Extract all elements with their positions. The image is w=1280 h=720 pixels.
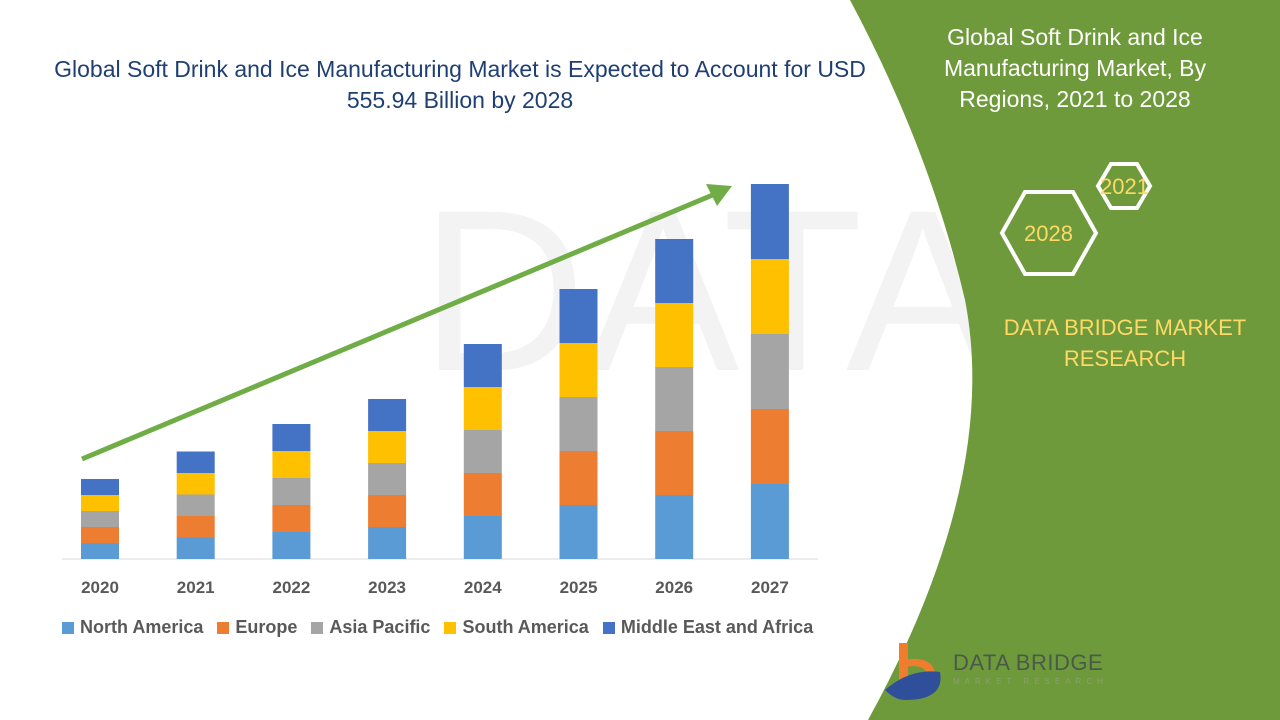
watermark: DATA (420, 162, 999, 419)
legend-label: Asia Pacific (329, 617, 431, 637)
hexagon-2021 (1095, 162, 1153, 210)
legend-item: Europe (217, 617, 297, 638)
bar-segment-2021-north-america (176, 537, 215, 559)
bar-segment-2020-middle-east-and-africa (81, 479, 119, 495)
bar-segment-2022-north-america (272, 532, 311, 559)
bar-segment-2023-middle-east-and-africa (368, 399, 407, 431)
x-tick-label: 2021 (177, 578, 215, 597)
bar-segment-2021-south-america (176, 473, 215, 495)
legend-swatch (444, 621, 457, 634)
trend-arrow (81, 191, 716, 462)
hex-label-2028: 2028 (1024, 221, 1073, 246)
page-title: Global Soft Drink and Ice Manufacturing … (54, 56, 866, 113)
x-tick-label: 2027 (751, 578, 789, 597)
bar-segment-2022-asia-pacific (272, 478, 311, 505)
bar-segment-2021-europe (176, 516, 215, 538)
bar-segment-2022-south-america (272, 451, 311, 478)
side-title: Global Soft Drink and Ice Manufacturing … (943, 24, 1207, 112)
bar-segment-2027-europe (750, 409, 789, 484)
bar-segment-2023-asia-pacific (368, 463, 407, 495)
bar-segment-2023-north-america (368, 527, 407, 559)
bar-segment-2027-middle-east-and-africa (750, 184, 789, 259)
bar-segment-2020-north-america (81, 543, 119, 559)
bar-segment-2027-north-america (750, 484, 789, 559)
x-tick-label: 2023 (368, 578, 406, 597)
side-panel (850, 0, 1280, 720)
logo-text: DATA BRIDGE (953, 650, 1104, 675)
x-tick-label: 2025 (560, 578, 598, 597)
legend-item: North America (62, 617, 203, 638)
bar-segment-2027-asia-pacific (750, 334, 789, 409)
bar-segment-2023-europe (368, 495, 407, 527)
legend-swatch (217, 621, 230, 634)
logo-subtext: MARKET RESEARCH (953, 677, 1108, 686)
legend-label: South America (462, 617, 589, 637)
bar-segment-2025-north-america (559, 505, 598, 559)
legend-swatch (62, 621, 74, 634)
legend-label: Middle East and Africa (620, 617, 814, 637)
legend: North America Europe Asia Pacific South … (62, 617, 813, 638)
bar-segment-2027-south-america (750, 259, 789, 334)
bar-segment-2024-north-america (463, 516, 502, 559)
bar-segment-2026-middle-east-and-africa (655, 239, 694, 303)
bar-segment-2026-south-america (655, 303, 694, 367)
legend-swatch (602, 621, 615, 634)
bar-segment-2024-asia-pacific (463, 430, 502, 473)
legend-item: Middle East and Africa (602, 617, 814, 638)
bar-segment-2022-europe (272, 505, 311, 532)
legend-label: Europe (235, 617, 298, 637)
hex-label-2021: 2021 (1100, 174, 1149, 199)
x-tick-label: 2022 (272, 578, 310, 597)
trend-arrowhead (706, 184, 732, 206)
bar-segment-2026-europe (655, 431, 694, 495)
brand-text: DATA BRIDGE MARKET RESEARCH (1003, 315, 1247, 371)
bar-segment-2026-asia-pacific (655, 367, 694, 431)
bar-segment-2021-middle-east-and-africa (176, 451, 215, 473)
x-tick-label: 2024 (464, 578, 502, 597)
hexagon-2028 (999, 190, 1099, 276)
bar-segment-2020-south-america (81, 495, 119, 511)
x-tick-label: 2020 (81, 578, 119, 597)
bar-segment-2020-asia-pacific (81, 511, 119, 527)
legend-item: Asia Pacific (311, 617, 430, 638)
bar-segment-2025-south-america (559, 343, 598, 397)
bar-segment-2024-europe (463, 473, 502, 516)
legend-label: North America (80, 617, 204, 637)
bar-segment-2025-middle-east-and-africa (559, 289, 598, 343)
logo-icon (885, 643, 941, 700)
bar-segment-2020-europe (81, 527, 119, 543)
x-tick-label: 2026 (655, 578, 693, 597)
bar-segment-2025-asia-pacific (559, 397, 598, 451)
legend-swatch (311, 621, 324, 634)
bar-segment-2025-europe (559, 451, 598, 505)
bar-segment-2024-south-america (463, 387, 502, 430)
bar-segment-2021-asia-pacific (176, 494, 215, 516)
legend-item: South America (444, 617, 589, 638)
bar-segment-2022-middle-east-and-africa (272, 424, 311, 451)
bar-segment-2023-south-america (368, 431, 407, 463)
bar-segment-2026-north-america (655, 495, 694, 559)
bar-segment-2024-middle-east-and-africa (463, 344, 502, 387)
